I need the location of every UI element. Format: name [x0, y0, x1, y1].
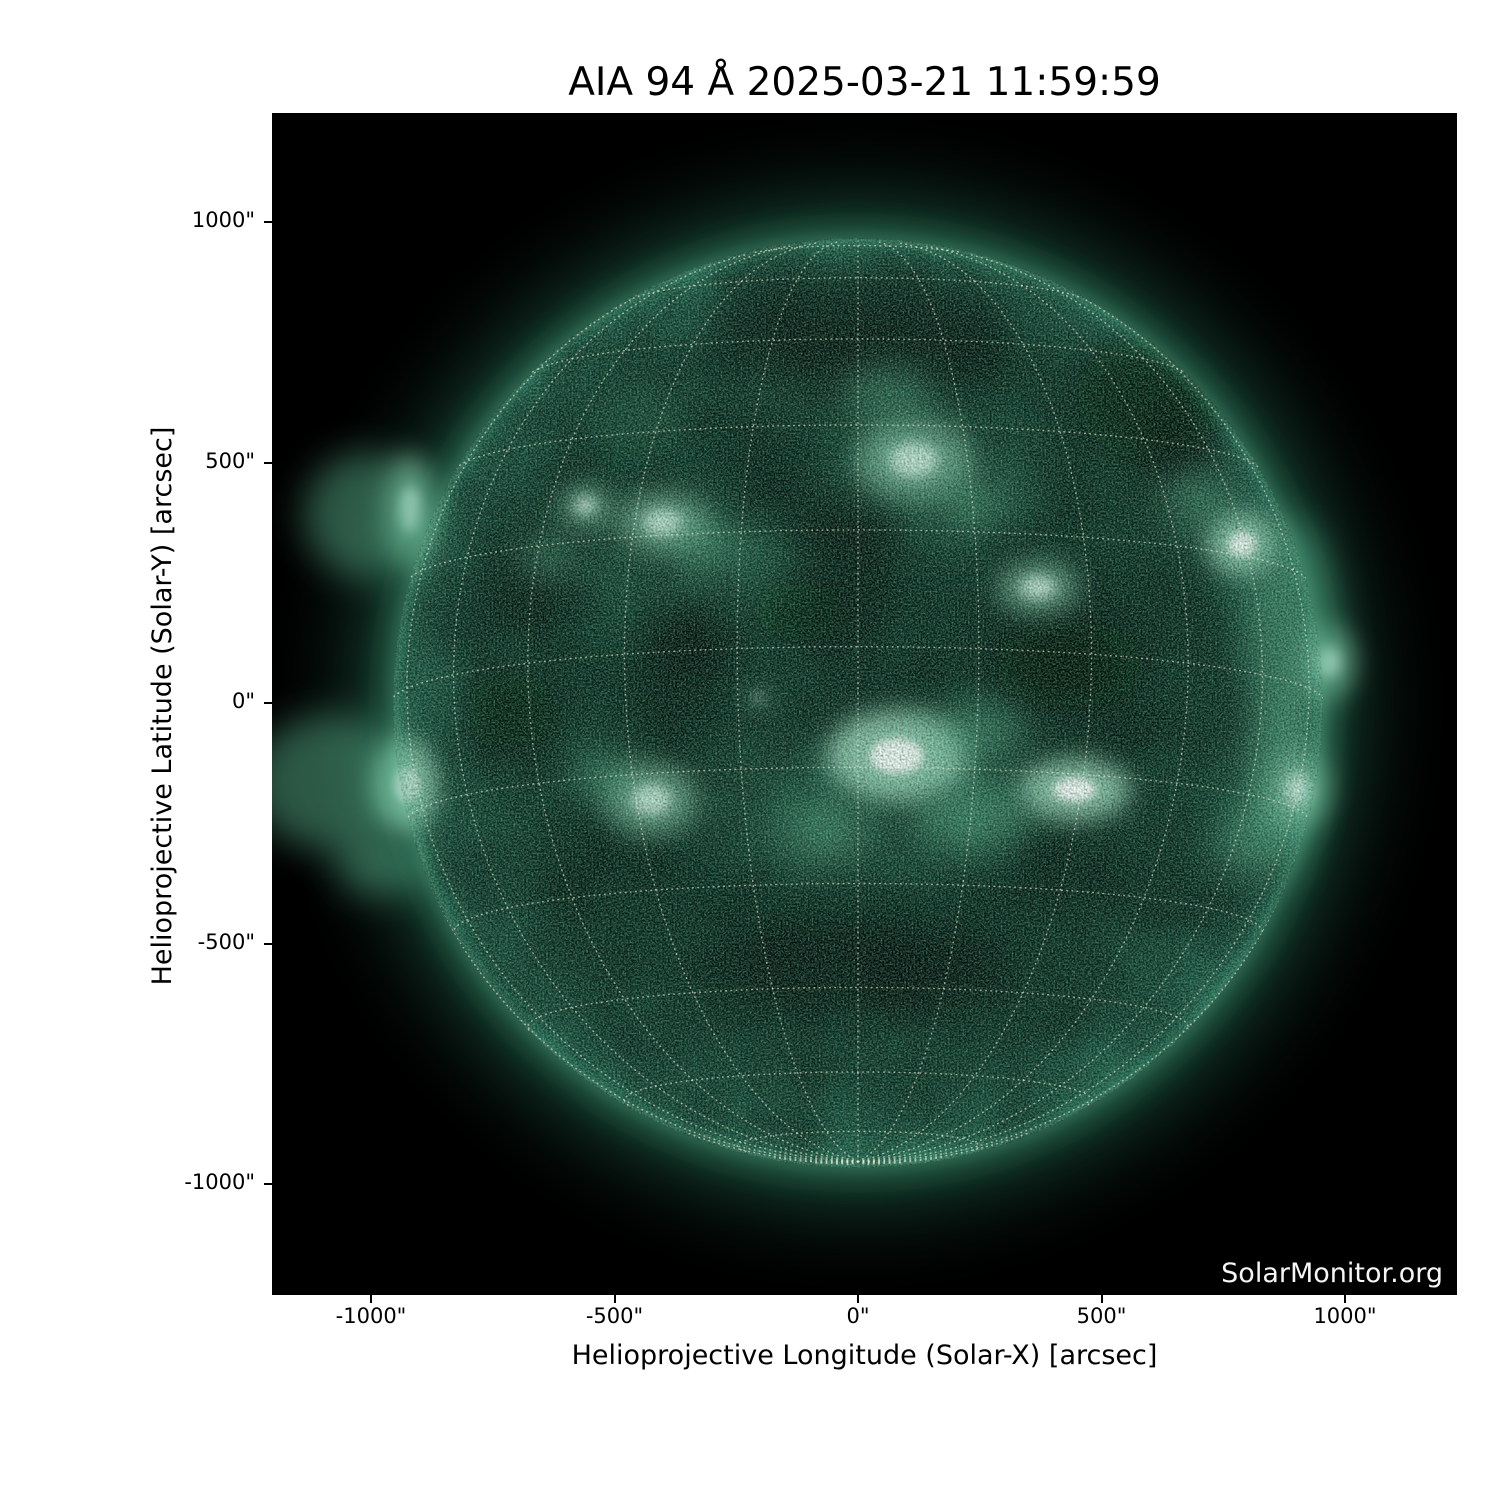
- watermark: SolarMonitor.org: [1221, 1258, 1443, 1289]
- heliographic-grid: [393, 240, 1323, 1166]
- y-tick-label: -1000": [184, 1170, 255, 1194]
- x-tick-mark: [1344, 1295, 1346, 1303]
- x-tick-label: -1000": [335, 1304, 407, 1328]
- x-tick-mark: [613, 1295, 616, 1303]
- x-tick-label: 500": [1076, 1304, 1127, 1328]
- x-tick-mark: [1100, 1295, 1103, 1303]
- y-tick-mark: [264, 221, 272, 223]
- y-tick-label: 500": [205, 448, 255, 473]
- y-tick-label: -500": [197, 929, 255, 954]
- x-tick-mark: [370, 1295, 372, 1303]
- y-tick-label: 0": [231, 689, 255, 713]
- y-tick-mark: [264, 1183, 272, 1185]
- figure-title: AIA 94 Å 2025-03-21 11:59:59: [568, 60, 1161, 105]
- x-tick-mark: [857, 1295, 859, 1303]
- x-tick-label: 0": [846, 1304, 870, 1328]
- y-tick-mark: [264, 461, 272, 464]
- sun-image: SolarMonitor.org: [272, 113, 1457, 1295]
- y-tick-label: 1000": [191, 208, 255, 232]
- limb-brightening-ring: [391, 236, 1325, 1170]
- y-tick-mark: [264, 942, 272, 945]
- outer-limb-glow: [376, 221, 1340, 1185]
- y-tick-mark: [264, 702, 272, 704]
- x-tick-label: 1000": [1313, 1304, 1377, 1328]
- x-tick-label: -500": [585, 1304, 644, 1328]
- plot-area: SolarMonitor.org: [272, 113, 1457, 1295]
- x-axis-label: Helioprojective Longitude (Solar-X) [arc…: [571, 1340, 1158, 1371]
